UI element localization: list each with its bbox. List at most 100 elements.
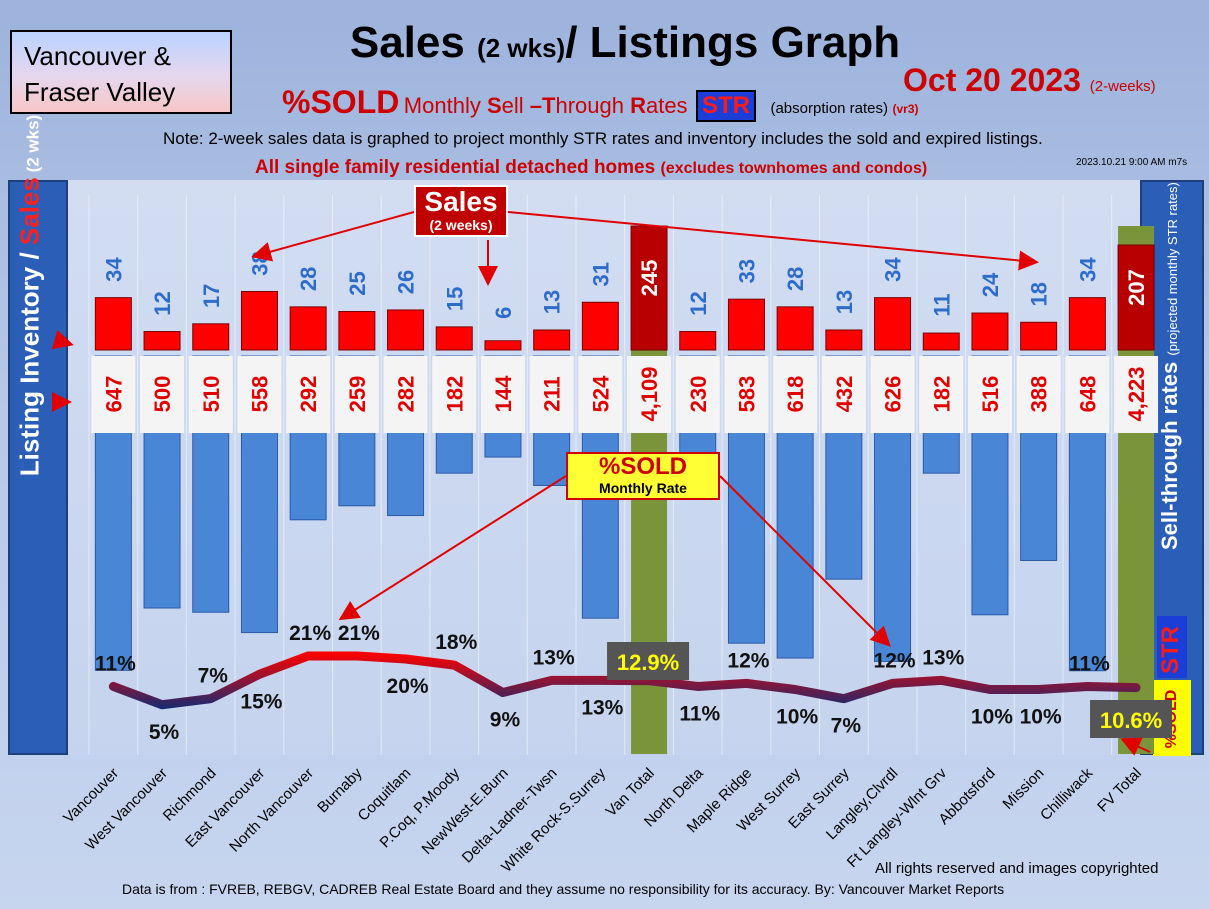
- str-value-label: 21%: [289, 622, 331, 645]
- sales-bar: [338, 311, 376, 351]
- inventory-label-box: [140, 356, 185, 433]
- str-value-label: 10%: [776, 706, 818, 729]
- scope-small: (excludes townhomes and condos): [660, 160, 928, 177]
- inventory-label-box: [773, 356, 818, 433]
- inventory-value-label: 230: [686, 376, 711, 413]
- str-value-label: 15%: [240, 690, 282, 713]
- subtitle-sold: %SOLD: [282, 84, 400, 120]
- str-value-label: 9%: [490, 709, 521, 732]
- sales-value-label: 207: [1124, 269, 1149, 306]
- inventory-label-box: [919, 356, 964, 433]
- sales-value-label: 31: [588, 262, 613, 286]
- footer-source: Data is from : FVREB, REBGV, CADREB Real…: [122, 881, 1005, 897]
- inventory-label-box: [821, 356, 866, 433]
- title-end: / Listings Graph: [565, 18, 901, 67]
- sales-value-label: 28: [783, 267, 808, 291]
- sales-bar: [971, 312, 1009, 351]
- str-value-label: 12%: [874, 649, 916, 672]
- sales-bar: [192, 323, 230, 351]
- callout-arrow: [51, 329, 74, 350]
- title-small: (2 wks): [477, 33, 566, 63]
- str-value-label: 21%: [338, 622, 380, 645]
- subtitle-s: S: [486, 93, 502, 118]
- total-str-label: 12.9%: [617, 650, 679, 675]
- sales-value-label: 34: [1075, 257, 1100, 282]
- sales-value-label: 34: [101, 257, 126, 282]
- str-value-label: 10%: [1020, 706, 1062, 729]
- inventory-value-label: 4,223: [1124, 366, 1149, 421]
- sales-bar: [825, 329, 863, 351]
- inventory-value-label: 626: [881, 376, 906, 413]
- sales-value-label: 13: [832, 290, 857, 314]
- inventory-label-box: [967, 356, 1012, 433]
- category-tick-label: Mission: [999, 765, 1047, 813]
- sales-bar: [1117, 244, 1155, 351]
- sales-bar: [1020, 321, 1058, 351]
- note-text: Note: 2-week sales data is graphed to pr…: [163, 129, 1043, 148]
- inventory-value-label: 211: [540, 376, 565, 412]
- sales-bar: [387, 309, 425, 351]
- inventory-value-label: 583: [734, 376, 759, 413]
- inventory-value-label: 516: [978, 376, 1003, 413]
- subtitle-version: (vr3): [892, 102, 919, 116]
- inventory-label-box: [237, 356, 282, 433]
- inventory-value-label: 388: [1027, 376, 1052, 413]
- sales-value-label: 18: [1027, 282, 1052, 306]
- footer-rights: All rights reserved and images copyright…: [875, 860, 1159, 877]
- chart-title: Sales (2 wks)/ Listings Graph: [300, 18, 950, 68]
- str-value-label: 13%: [581, 696, 623, 719]
- inventory-label-box: [1016, 356, 1061, 433]
- date-main: Oct 20 2023: [903, 62, 1081, 98]
- sales-bar: [143, 331, 181, 351]
- report-date: Oct 20 2023 (2-weeks): [903, 62, 1156, 99]
- sales-value-label: 6: [491, 307, 516, 319]
- scope-text: All single family residential detached h…: [255, 157, 927, 179]
- callout-arrow: [251, 211, 415, 262]
- sales-bar: [533, 329, 571, 351]
- str-value-label: 5%: [149, 721, 180, 744]
- str-value-label: 12%: [727, 649, 769, 672]
- sales-bar: [484, 340, 522, 351]
- str-value-label: 13%: [922, 646, 964, 669]
- inventory-label-box: [383, 356, 428, 433]
- inventory-value-label: 648: [1075, 376, 1100, 413]
- sold-callout-line1: %SOLD: [598, 453, 687, 480]
- str-value-label: 11%: [1069, 652, 1110, 675]
- str-value-label: 13%: [533, 646, 575, 669]
- inventory-label-box: [480, 356, 525, 433]
- sales-value-label: 15: [442, 287, 467, 311]
- inventory-label-box: [870, 356, 915, 433]
- inventory-label-box: [529, 356, 574, 433]
- sales-bar: [240, 290, 278, 351]
- total-str-box: [1090, 700, 1173, 738]
- str-value-label: 18%: [435, 631, 477, 654]
- timestamp: 2023.10.21 9:00 AM m7s: [1076, 157, 1188, 168]
- str-value-label: 11%: [679, 702, 720, 725]
- str-value-label: 11%: [95, 652, 136, 675]
- sales-bar: [776, 306, 814, 351]
- sales-value-label: 24: [978, 272, 1003, 297]
- str-badge: STR %SOLD: [1153, 616, 1191, 756]
- inventory-label-box: [286, 356, 331, 433]
- title-main: Sales: [349, 18, 478, 67]
- scope-main: All single family residential detached h…: [255, 157, 661, 178]
- sales-value-label: 12: [686, 291, 711, 315]
- inventory-value-label: 618: [783, 376, 808, 413]
- inventory-value-label: 524: [588, 375, 613, 412]
- inventory-label-box: [675, 356, 720, 433]
- inventory-value-label: 500: [150, 376, 175, 413]
- sales-bar: [1068, 297, 1106, 351]
- inventory-value-label: 510: [199, 376, 224, 413]
- sales-bar: [679, 331, 717, 351]
- inventory-value-label: 182: [442, 376, 467, 413]
- left-axis-panel: [8, 180, 68, 755]
- callout-arrow: [1120, 737, 1151, 756]
- subtitle-ell: ell: [501, 93, 530, 118]
- subtitle-hrough: hrough: [555, 93, 631, 118]
- sales-bar: [289, 306, 327, 351]
- sales-value-label: 26: [394, 270, 419, 294]
- subtitle-ates: ates: [645, 93, 688, 118]
- sales-value-label: 12: [150, 291, 175, 315]
- inventory-value-label: 558: [247, 376, 272, 413]
- inventory-value-label: 432: [832, 376, 857, 413]
